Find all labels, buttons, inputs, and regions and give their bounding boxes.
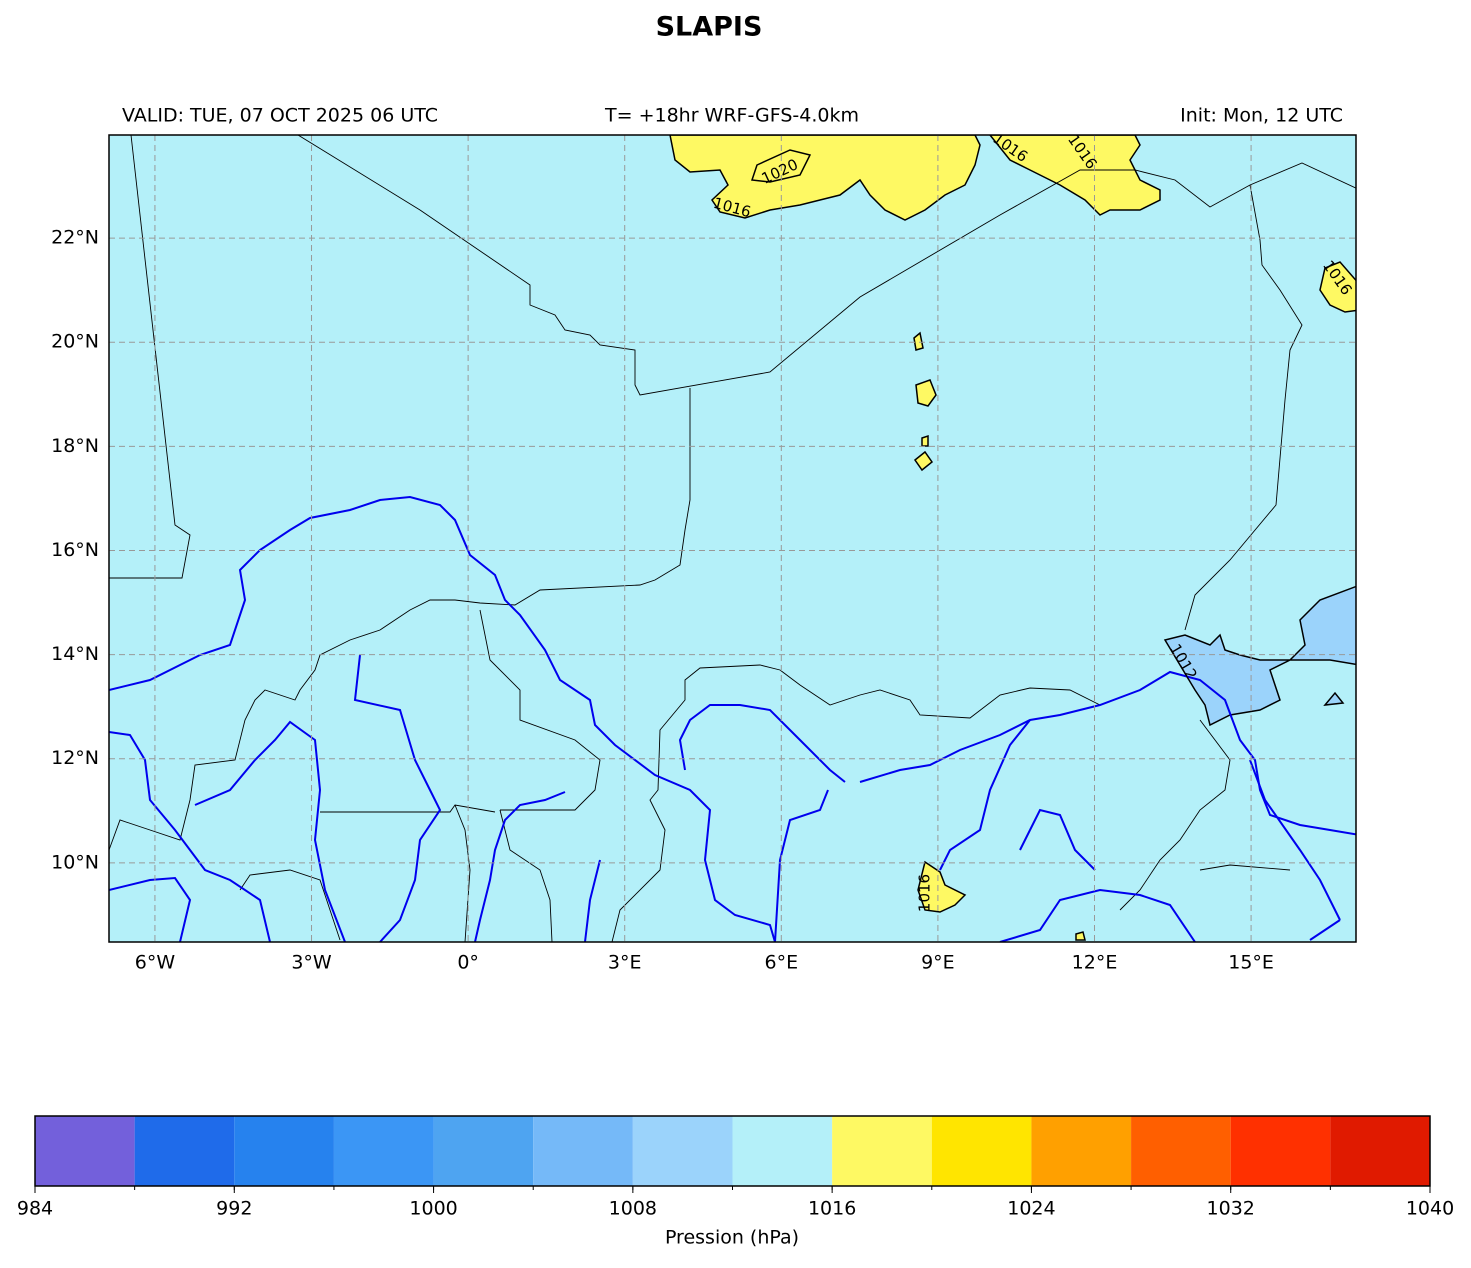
- colorbar-bin: [1131, 1116, 1231, 1186]
- contour-area: [913, 331, 1086, 941]
- lat-tick-label: 20°N: [51, 331, 99, 353]
- colorbar-tick-label: 1024: [1007, 1198, 1055, 1220]
- lat-tick-label: 12°N: [51, 747, 99, 769]
- colorbar-bin: [533, 1116, 633, 1186]
- contour-area: [917, 860, 967, 913]
- high-pressure-areas: [669, 135, 1356, 941]
- lon-tick-label: 0°: [457, 952, 479, 974]
- colorbar-bin: [732, 1116, 833, 1186]
- map-frame: [108, 134, 1357, 943]
- contour-area: [1319, 261, 1356, 313]
- colorbar-label: Pression (hPa): [665, 1227, 799, 1249]
- init-time: Init: Mon, 12 UTC: [1180, 105, 1343, 127]
- lon-tick-label: 6°E: [765, 952, 799, 974]
- lat-tick-label: 22°N: [51, 227, 99, 249]
- colorbar-tick-label: 1000: [409, 1198, 457, 1220]
- valid-time: VALID: TUE, 07 OCT 2025 06 UTC: [122, 105, 438, 127]
- lat-tick-label: 14°N: [51, 643, 99, 665]
- colorbar-tick-label: 984: [17, 1198, 53, 1220]
- colorbar-bin: [931, 1116, 1032, 1186]
- colorbar-bin: [1330, 1116, 1430, 1186]
- map-axes: 6°W 3°W 0° 3°E 6°E 9°E 12°E 15°E 10°N 12°N 14°N 16°…: [51, 227, 1274, 974]
- contour-area: [989, 135, 1161, 216]
- borders: [109, 135, 1356, 942]
- gridlines: [109, 135, 1356, 942]
- colorbar-tick-label: 992: [216, 1198, 252, 1220]
- run-info: T= +18hr WRF-GFS-4.0km: [604, 105, 859, 127]
- colorbar-bin: [632, 1116, 733, 1186]
- colorbar-tick-label: 1008: [609, 1198, 657, 1220]
- rivers: [109, 495, 1356, 942]
- lon-tick-label: 6°W: [135, 952, 176, 974]
- colorbar-bin: [1031, 1116, 1132, 1186]
- lat-tick-label: 16°N: [51, 539, 99, 561]
- map-background: [109, 135, 1356, 942]
- lat-tick-label: 18°N: [51, 435, 99, 457]
- lat-tick-label: 10°N: [51, 851, 99, 873]
- colorbar-bin: [832, 1116, 932, 1186]
- contour-area: [669, 135, 981, 221]
- title: SLAPIS: [656, 12, 763, 43]
- colorbar-bin: [134, 1116, 235, 1186]
- colorbar-tick-label: 1016: [808, 1198, 856, 1220]
- lon-tick-label: 9°E: [921, 952, 955, 974]
- lon-tick-label: 12°E: [1072, 952, 1118, 974]
- colorbar-bin: [1230, 1116, 1331, 1186]
- colorbar-tick-label: 1040: [1406, 1198, 1454, 1220]
- colorbar-bin: [234, 1116, 334, 1186]
- colorbar-bin: [333, 1116, 434, 1186]
- colorbar-bin: [35, 1116, 135, 1186]
- lon-tick-label: 3°E: [608, 952, 642, 974]
- colorbar: 984 992 1000 1008 1016 1024 1032 1040: [17, 1115, 1454, 1220]
- contour-label: 1016: [916, 874, 934, 912]
- colorbar-bin: [433, 1116, 534, 1186]
- lon-tick-label: 15°E: [1228, 952, 1274, 974]
- colorbar-tick-label: 1032: [1207, 1198, 1255, 1220]
- lon-tick-label: 3°W: [291, 952, 332, 974]
